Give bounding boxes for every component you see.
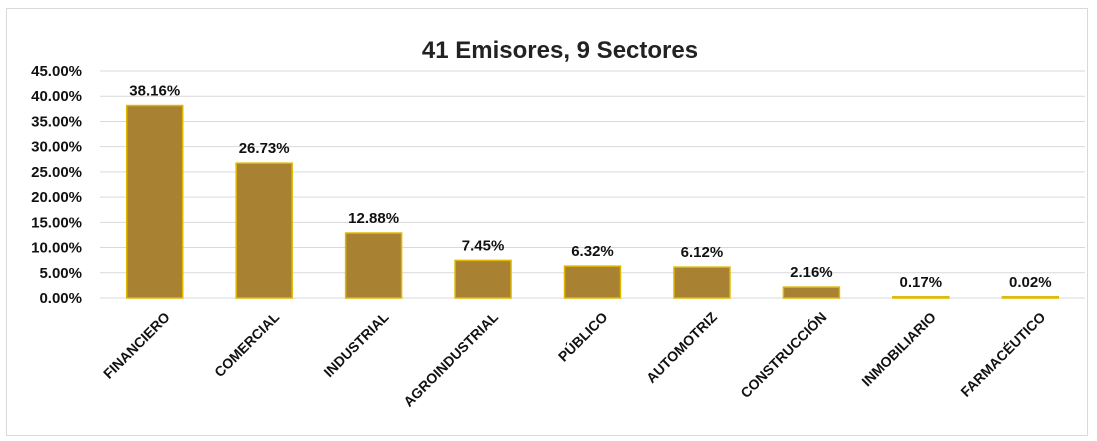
data-label: 26.73% — [239, 140, 290, 157]
x-tick-label: FARMACÉUTICO — [957, 309, 1048, 400]
x-tick-label: INDUSTRIAL — [320, 308, 392, 380]
data-label: 6.32% — [571, 243, 614, 260]
y-axis-ticks: 0.00% 5.00% 10.00% 15.00% 20.00% 25.00% 30.00%… — [31, 63, 82, 307]
bar — [125, 104, 184, 299]
data-label: 2.16% — [790, 264, 833, 281]
y-tick-label: 20.00% — [31, 189, 82, 206]
x-tick-label: CONSTRUCCIÓN — [737, 308, 830, 401]
bar — [235, 162, 293, 299]
chart-title: 41 Emisores, 9 Sectores — [422, 37, 698, 64]
bar — [892, 296, 950, 299]
x-axis-ticks: FINANCIERO COMERCIAL INDUSTRIAL AGROINDUSTR… — [100, 308, 1049, 410]
data-labels: 38.16% 26.73% 12.88% 7.45% 6.32% 6.12% 2.16% 0.… — [129, 83, 1051, 291]
x-tick-label: COMERCIAL — [211, 308, 283, 380]
y-tick-label: 35.00% — [31, 113, 82, 130]
y-tick-label: 45.00% — [31, 63, 82, 80]
x-tick-label: INMOBILIARIO — [858, 309, 939, 390]
bar — [563, 265, 622, 299]
y-tick-label: 0.00% — [39, 290, 82, 307]
data-label: 0.02% — [1009, 274, 1052, 291]
x-tick-label: AUTOMOTRIZ — [643, 309, 720, 386]
data-label: 7.45% — [462, 237, 505, 254]
bar — [673, 266, 731, 299]
y-tick-label: 25.00% — [31, 164, 82, 181]
y-tick-label: 15.00% — [31, 214, 82, 231]
x-tick-label: FINANCIERO — [100, 309, 173, 382]
x-tick-label: PÚBLICO — [554, 308, 611, 365]
bar — [1001, 296, 1060, 299]
data-label: 12.88% — [348, 210, 399, 227]
y-tick-label: 40.00% — [31, 88, 82, 105]
bar — [454, 259, 512, 299]
y-tick-label: 5.00% — [39, 265, 82, 282]
data-label: 38.16% — [129, 83, 180, 100]
data-label: 6.12% — [681, 244, 724, 261]
y-tick-label: 10.00% — [31, 240, 82, 257]
y-tick-label: 30.00% — [31, 139, 82, 156]
data-label: 0.17% — [900, 274, 943, 291]
x-tick-label: AGROINDUSTRIAL — [400, 308, 501, 409]
bar — [344, 232, 403, 299]
bars — [125, 104, 1060, 299]
bar — [782, 286, 841, 299]
